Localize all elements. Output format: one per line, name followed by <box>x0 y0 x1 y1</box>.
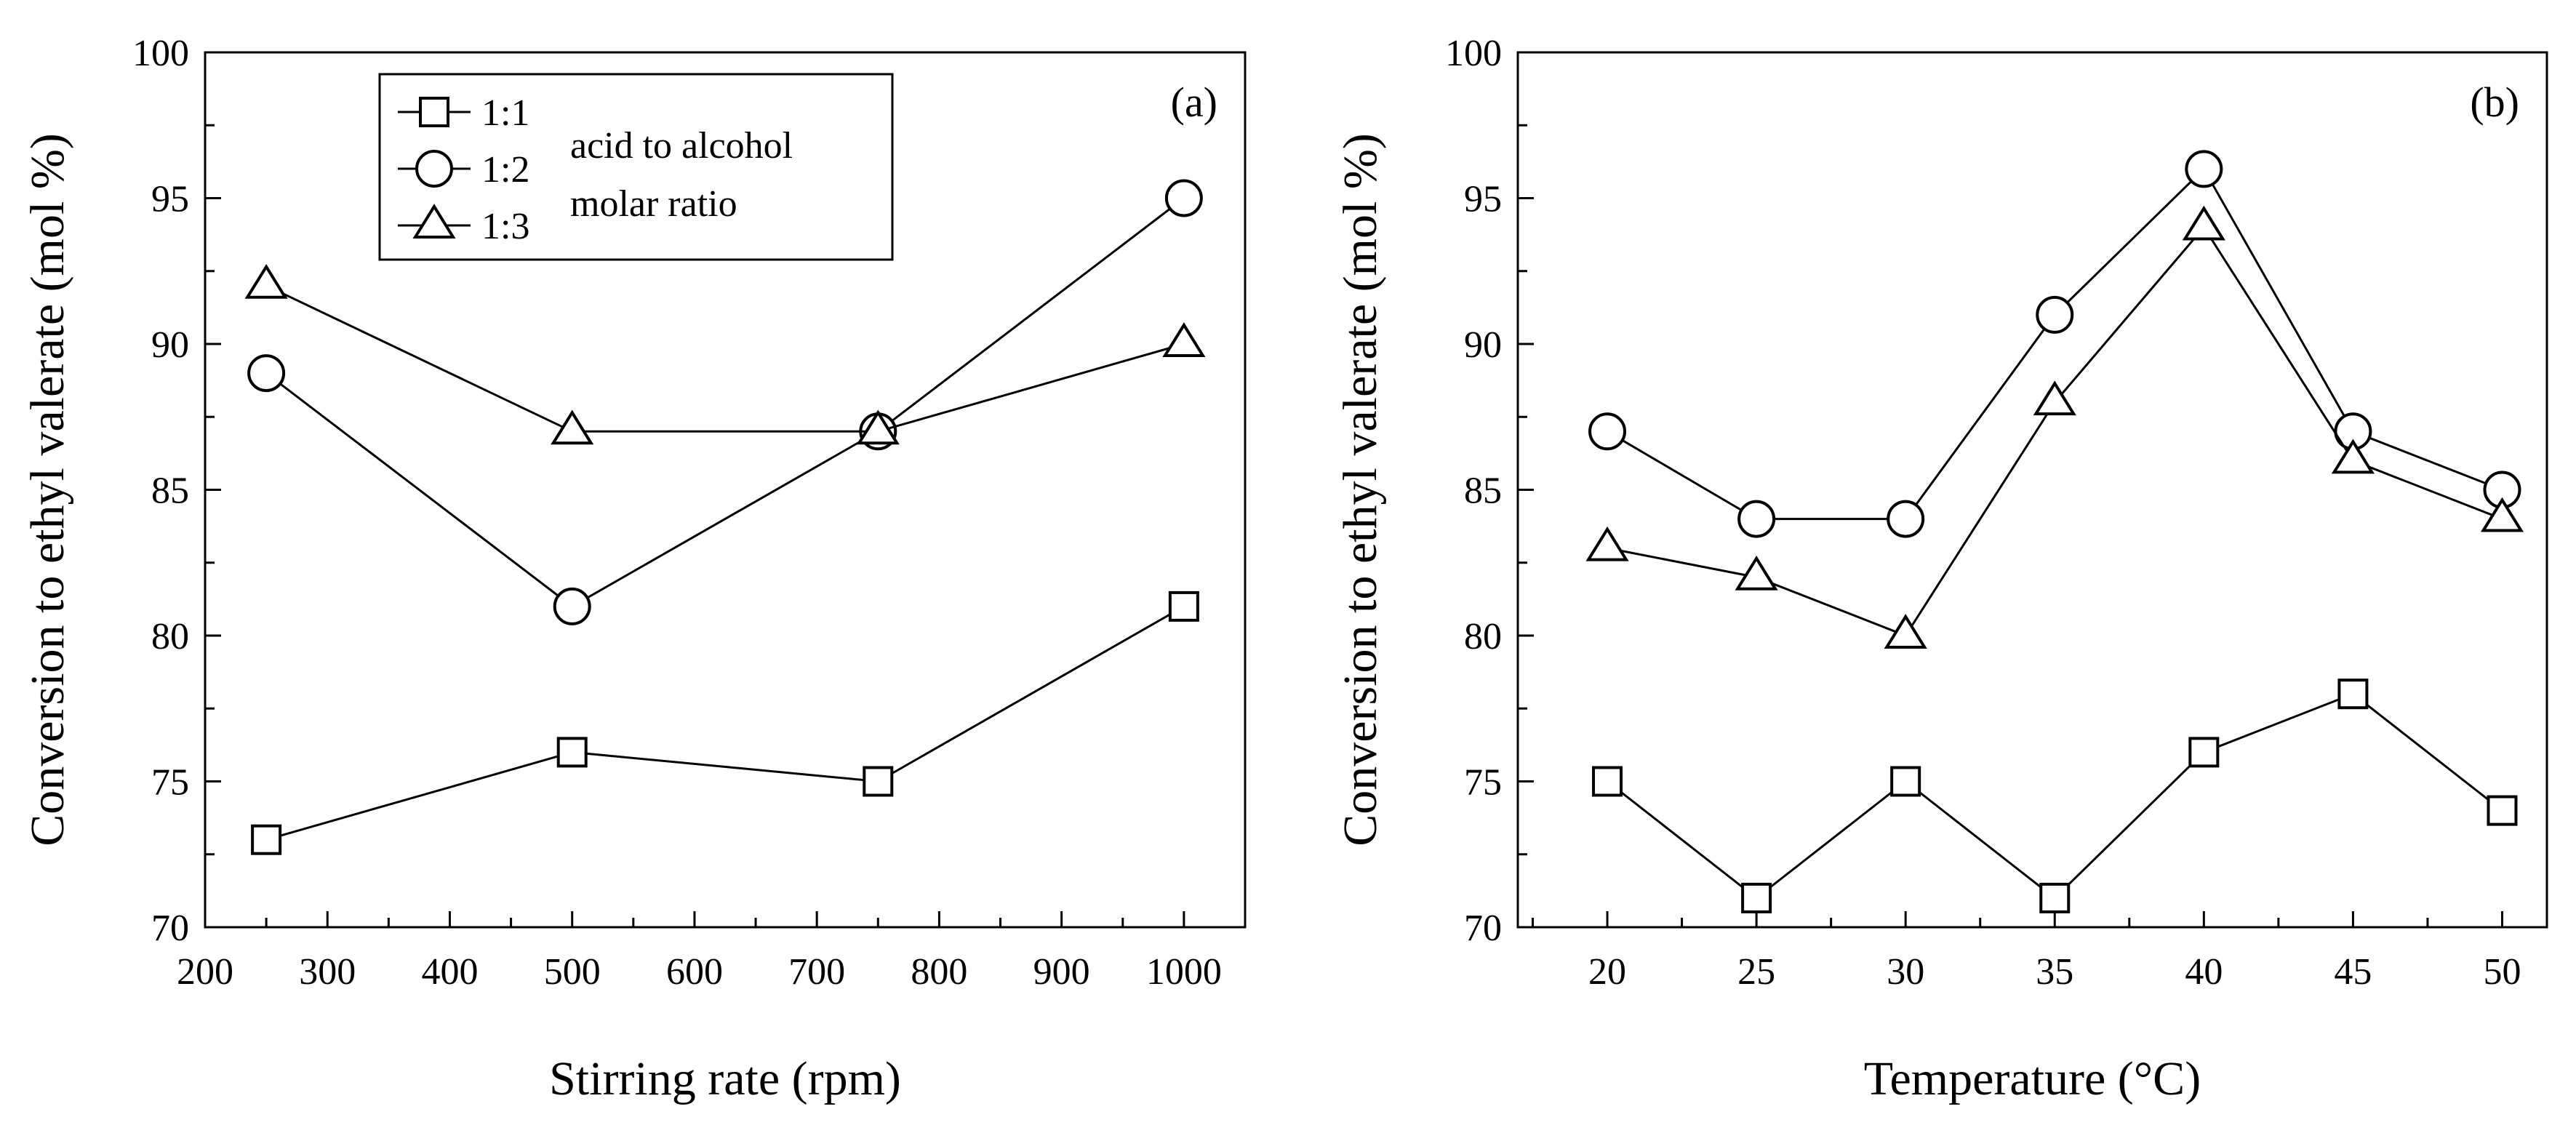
y-tick-label: 85 <box>151 471 189 512</box>
y-tick-label: 100 <box>1445 33 1502 74</box>
x-tick-label: 700 <box>788 951 845 993</box>
y-tick-label: 75 <box>1464 762 1502 804</box>
x-tick-label: 500 <box>544 951 601 993</box>
y-tick-label: 95 <box>1464 179 1502 220</box>
legend-label: 1:1 <box>481 92 529 134</box>
data-point-square <box>1890 766 1921 797</box>
series-1-3 <box>244 263 1206 445</box>
data-point-square <box>1741 882 1772 913</box>
data-point-circle <box>2036 295 2074 334</box>
y-axis-title: Conversion to ethyl valerate (mol %) <box>21 133 74 846</box>
y-tick-label: 75 <box>151 762 189 804</box>
data-point-triangle <box>551 409 594 445</box>
y-tick-label: 80 <box>1464 616 1502 657</box>
legend-marker-circle <box>415 150 453 188</box>
data-point-circle <box>2185 150 2223 188</box>
data-point-triangle <box>2480 497 2524 532</box>
data-point-square <box>251 824 282 855</box>
data-point-circle <box>553 587 591 625</box>
data-point-square <box>2188 737 2220 768</box>
series-line <box>265 284 1185 433</box>
series-line <box>1607 692 2503 900</box>
plot-frame <box>1516 51 2548 929</box>
data-point-square <box>1592 766 1623 797</box>
series-1-1 <box>1592 678 2518 913</box>
legend-label: 1:2 <box>481 149 529 191</box>
x-tick-label: 400 <box>421 951 478 993</box>
x-axis-ticks <box>204 911 1247 927</box>
y-axis-ticks <box>205 51 221 929</box>
x-axis-title: Stirring rate (rpm) <box>549 1052 901 1105</box>
y-tick-label: 80 <box>151 616 189 657</box>
y-tick-label: 70 <box>1464 908 1502 949</box>
legend-marker-triangle <box>412 204 456 239</box>
x-tick-label: 600 <box>666 951 723 993</box>
x-tick-label: 25 <box>1737 951 1775 993</box>
data-point-triangle <box>1884 614 1927 649</box>
x-tick-label: 35 <box>2036 951 2073 993</box>
data-point-square <box>2337 678 2369 710</box>
y-tick-label: 85 <box>1464 471 1502 512</box>
data-point-square <box>2487 795 2518 826</box>
panel-label: (a) <box>1171 79 1217 126</box>
series-line <box>265 605 1185 841</box>
data-point-triangle <box>1735 555 1778 590</box>
x-tick-label: 300 <box>299 951 356 993</box>
y-tick-label: 70 <box>151 908 189 949</box>
data-point-triangle <box>2182 205 2225 241</box>
x-tick-label: 45 <box>2334 951 2372 993</box>
legend-box <box>378 73 894 261</box>
x-tick-label: 900 <box>1033 951 1090 993</box>
y-tick-label: 90 <box>151 324 189 366</box>
x-tick-label: 20 <box>1588 951 1626 993</box>
series-1-3 <box>1585 205 2524 649</box>
data-point-triangle <box>2033 380 2076 416</box>
y-tick-label: 100 <box>132 33 189 74</box>
y-axis-ticks <box>1518 51 1534 929</box>
data-point-square <box>863 766 894 797</box>
series-1-1 <box>251 590 1199 855</box>
legend-label: 1:3 <box>481 206 529 247</box>
legend: 1:1 1:2 1:3 acid to alcohol molar ratio <box>378 73 894 261</box>
legend-note: molar ratio <box>570 183 737 225</box>
data-point-circle <box>1588 412 1627 451</box>
y-tick-label: 90 <box>1464 324 1502 366</box>
x-axis-title: Temperature (°C) <box>1864 1052 2201 1105</box>
legend-note: acid to alcohol <box>570 125 793 167</box>
data-point-triangle <box>1162 322 1206 357</box>
data-point-square <box>1168 590 1199 622</box>
x-tick-label: 1000 <box>1146 951 1222 993</box>
chart-panel-a: 200 300 400 500 600 700 800 900 1000 70 75 80 85 90 95… <box>21 33 1247 1105</box>
data-point-circle <box>1887 500 1925 538</box>
data-point-circle <box>1164 179 1203 217</box>
series-line <box>265 197 1185 608</box>
y-tick-label: 95 <box>151 179 189 220</box>
x-tick-label: 30 <box>1887 951 1924 993</box>
x-tick-label: 40 <box>2185 951 2223 993</box>
data-point-triangle <box>856 409 900 445</box>
x-tick-label: 200 <box>177 951 233 993</box>
x-tick-label: 800 <box>911 951 967 993</box>
y-axis-title: Conversion to ethyl valerate (mol %) <box>1334 133 1387 846</box>
chart-panel-b: 20 25 30 35 40 45 50 70 75 80 85 90 95 100 Temperature… <box>1334 33 2548 1105</box>
data-point-square <box>556 737 588 768</box>
data-point-circle <box>1737 500 1776 538</box>
data-point-triangle <box>1585 526 1629 561</box>
data-point-triangle <box>2331 439 2375 474</box>
legend-marker-square <box>419 97 449 127</box>
data-point-triangle <box>244 263 288 299</box>
panel-label: (b) <box>2470 79 2519 126</box>
x-tick-label: 50 <box>2483 951 2521 993</box>
x-axis-ticks <box>1532 911 2503 927</box>
data-point-square <box>2039 882 2071 913</box>
data-point-circle <box>247 354 286 393</box>
series-1-2 <box>1588 150 2521 538</box>
